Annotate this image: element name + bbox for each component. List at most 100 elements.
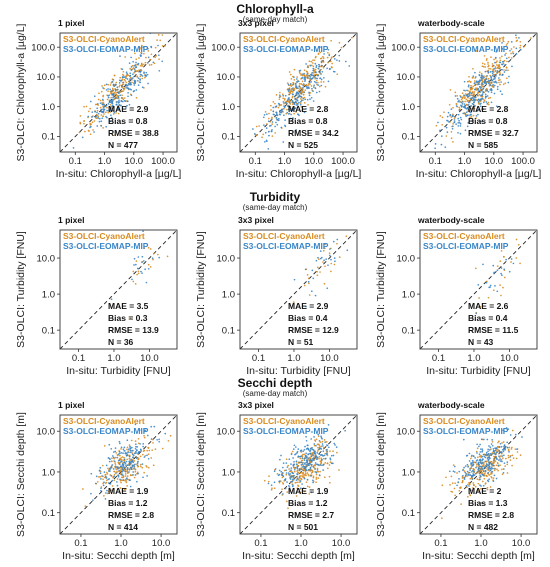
data-point	[117, 96, 120, 99]
data-point	[452, 464, 455, 466]
legend-eomap: S3-OLCI-EOMAP-MIP	[243, 44, 329, 54]
stat-line: MAE = 2.9	[108, 104, 149, 114]
data-point	[121, 68, 124, 71]
data-point	[452, 470, 455, 473]
x-tick-label: 10.0	[152, 538, 171, 549]
data-point	[119, 479, 122, 482]
data-point	[114, 447, 117, 449]
data-point	[143, 471, 146, 474]
data-point	[278, 117, 280, 120]
data-point	[502, 472, 505, 474]
data-point	[296, 87, 299, 90]
data-point	[309, 452, 311, 455]
data-point	[318, 440, 321, 442]
data-point	[311, 452, 314, 455]
data-point	[300, 98, 302, 100]
data-point	[501, 60, 504, 63]
data-point	[117, 91, 120, 94]
data-point	[284, 478, 287, 480]
data-point	[131, 78, 133, 81]
data-point	[309, 76, 312, 78]
data-point	[460, 98, 463, 101]
data-point	[318, 444, 321, 446]
data-point	[318, 90, 321, 93]
data-point	[466, 93, 469, 96]
data-point	[290, 453, 293, 456]
data-point	[267, 480, 270, 483]
section-title: Chlorophyll-a	[236, 2, 314, 16]
data-point	[139, 75, 142, 78]
data-point	[98, 120, 101, 123]
data-point	[478, 445, 480, 448]
data-point	[467, 108, 470, 111]
data-point	[500, 451, 503, 454]
data-point	[130, 94, 133, 97]
data-point	[318, 457, 320, 460]
data-point	[112, 106, 115, 109]
data-point	[320, 78, 323, 81]
data-point	[465, 484, 468, 487]
data-point	[136, 79, 139, 82]
data-point	[294, 481, 297, 484]
data-point	[292, 475, 294, 478]
data-point	[305, 463, 308, 466]
data-point	[306, 70, 309, 73]
data-point	[132, 67, 135, 69]
data-point	[274, 468, 277, 470]
data-point	[125, 71, 128, 74]
data-point	[441, 116, 444, 119]
data-point	[507, 69, 509, 72]
data-point	[285, 473, 288, 476]
scatter-points	[434, 34, 532, 150]
y-axis-label: S3-OLCI: Chlorophyll-a [µg/L]	[195, 23, 207, 161]
data-point	[500, 249, 503, 252]
data-point	[329, 458, 332, 461]
data-point	[110, 491, 113, 494]
data-point	[127, 450, 129, 453]
data-point	[126, 470, 129, 472]
data-point	[322, 469, 325, 471]
data-point	[101, 98, 104, 101]
data-point	[282, 462, 285, 464]
data-point	[153, 252, 155, 255]
y-tick-label: 0.1	[42, 508, 55, 519]
data-point	[469, 494, 472, 497]
data-point	[303, 459, 306, 462]
data-point	[313, 452, 316, 454]
data-point	[312, 449, 315, 452]
data-point	[134, 80, 137, 82]
data-point	[492, 264, 495, 267]
data-point	[142, 450, 145, 453]
data-point	[320, 256, 323, 259]
data-point	[320, 60, 323, 63]
data-point	[159, 39, 162, 42]
data-point	[472, 469, 474, 472]
data-point	[128, 455, 131, 458]
scatter-points	[474, 238, 521, 315]
data-point	[482, 65, 485, 68]
data-point	[101, 101, 103, 104]
data-point	[147, 457, 150, 460]
stat-line: MAE = 3.5	[108, 301, 149, 311]
data-point	[264, 140, 266, 143]
data-point	[120, 100, 123, 102]
data-point	[512, 457, 515, 459]
data-point	[481, 450, 483, 453]
y-tick-label: 1.0	[402, 102, 415, 113]
data-point	[509, 459, 512, 461]
data-point	[122, 70, 125, 73]
data-point	[310, 438, 313, 440]
data-point	[304, 89, 307, 92]
data-point	[289, 477, 291, 479]
data-point	[312, 67, 315, 70]
data-point	[486, 95, 489, 97]
data-point	[478, 94, 481, 96]
data-point	[129, 76, 132, 79]
data-point	[504, 82, 507, 85]
data-point	[313, 436, 315, 438]
data-point	[276, 123, 279, 126]
data-point	[489, 84, 492, 87]
data-point	[313, 69, 316, 72]
data-point	[490, 79, 493, 81]
data-point	[488, 449, 491, 451]
